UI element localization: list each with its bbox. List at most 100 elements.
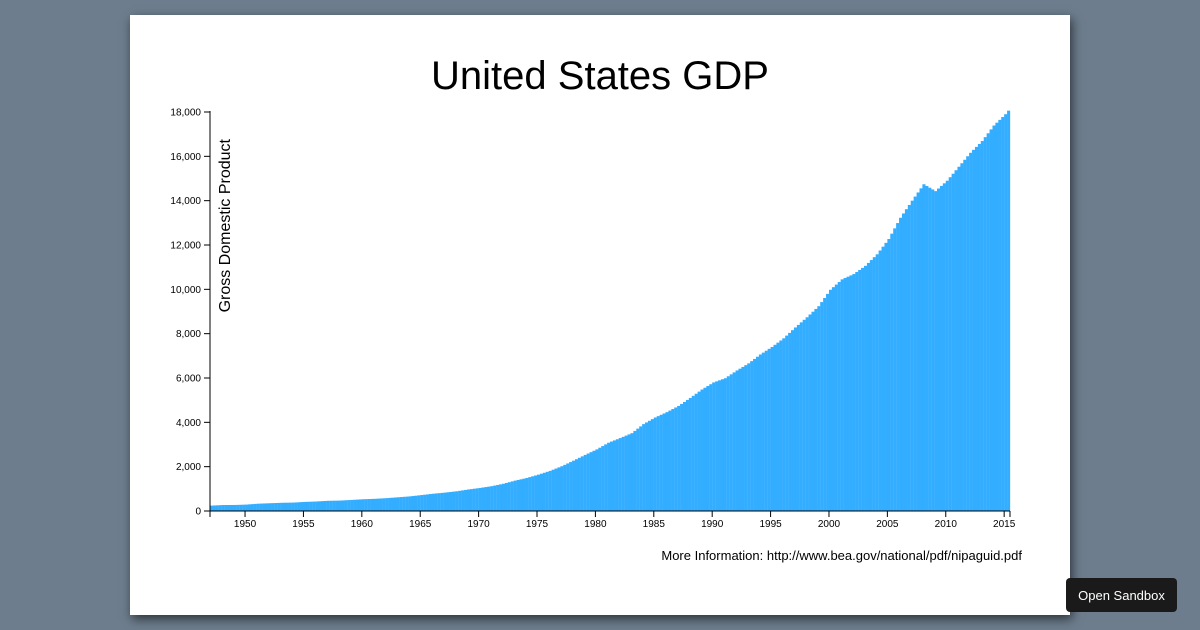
gdp-chart: 0 2,000 4,000 6,000 8,000 10,000 12,000 14,000 1… <box>170 108 1016 531</box>
bar <box>332 500 336 511</box>
bar <box>630 433 634 511</box>
bar <box>601 446 605 511</box>
bar <box>922 184 926 511</box>
bar <box>604 444 608 511</box>
bar <box>265 503 269 511</box>
bar <box>685 399 689 511</box>
bar <box>624 435 628 511</box>
bar <box>385 498 389 511</box>
bar <box>449 491 453 511</box>
bar <box>823 297 827 511</box>
bar <box>890 233 894 511</box>
bar <box>849 275 853 511</box>
bar <box>928 187 932 511</box>
open-sandbox-button[interactable]: Open Sandbox <box>1066 578 1177 612</box>
bar <box>919 188 923 512</box>
bar <box>729 374 733 511</box>
bar <box>548 470 552 511</box>
bar <box>458 490 462 511</box>
bar <box>294 502 298 511</box>
bar <box>446 492 450 511</box>
bar <box>931 189 935 512</box>
y-tick-label: 0 <box>195 507 201 518</box>
x-tick-label: 2010 <box>935 519 958 530</box>
bar <box>233 504 237 511</box>
bar <box>580 456 584 511</box>
bar <box>303 501 307 511</box>
bar <box>478 487 482 511</box>
bar <box>574 459 579 511</box>
bar <box>572 460 576 511</box>
bar <box>907 204 911 511</box>
bar <box>612 440 616 511</box>
bar <box>312 501 316 511</box>
bar <box>1007 110 1011 512</box>
bar <box>472 488 476 511</box>
bar <box>1004 114 1008 511</box>
bar <box>239 504 243 511</box>
bar <box>271 503 275 511</box>
bar <box>764 350 768 511</box>
bar <box>621 436 625 511</box>
bar <box>875 254 879 511</box>
bar <box>750 361 754 511</box>
bar <box>519 479 523 511</box>
bar <box>364 499 368 511</box>
bar <box>755 356 760 511</box>
bar <box>983 137 987 511</box>
bar <box>414 495 418 511</box>
bar <box>504 482 508 511</box>
bar <box>481 487 485 511</box>
bar <box>426 494 430 512</box>
x-tick-label: 1965 <box>409 519 432 530</box>
bar <box>282 502 287 511</box>
bar <box>700 389 704 511</box>
bar <box>329 500 333 511</box>
bar <box>469 489 473 511</box>
bar <box>268 503 272 511</box>
bar <box>633 430 637 511</box>
y-tick-label: 14,000 <box>170 196 201 207</box>
bar <box>382 498 386 511</box>
bar <box>280 502 284 511</box>
more-information-text: More Information: http://www.bea.gov/nat… <box>661 548 1022 563</box>
bar <box>615 439 619 511</box>
bar <box>405 496 409 511</box>
bar <box>834 284 838 511</box>
bar <box>782 338 786 511</box>
bar <box>490 486 494 511</box>
bar <box>361 499 365 511</box>
bar <box>554 468 558 511</box>
y-tick-label: 18,000 <box>170 108 201 119</box>
bar <box>896 223 900 511</box>
bar <box>566 463 570 511</box>
bar <box>513 480 517 511</box>
bar <box>656 416 660 511</box>
bar <box>642 424 646 511</box>
bar <box>732 372 736 511</box>
bar <box>370 498 374 511</box>
bar <box>569 462 573 511</box>
bar <box>259 503 263 511</box>
bar <box>376 498 380 511</box>
bar <box>537 474 541 511</box>
bar <box>799 322 803 511</box>
x-tick-label: 1955 <box>292 519 315 530</box>
bar <box>285 502 289 511</box>
bar <box>464 489 468 511</box>
bar <box>461 490 465 511</box>
y-axis-title: Gross Domestic Product <box>217 138 234 312</box>
bar <box>627 434 631 511</box>
bar <box>423 494 427 511</box>
x-tick-label: 1950 <box>234 519 257 530</box>
x-tick-label: 2015 <box>993 519 1016 530</box>
bar <box>802 319 806 511</box>
bar <box>645 422 649 511</box>
bar <box>309 501 313 511</box>
bar <box>443 492 447 511</box>
bar <box>379 498 383 511</box>
bar <box>484 487 488 511</box>
bar <box>288 502 292 511</box>
bar <box>291 502 295 511</box>
x-tick-label: 2005 <box>876 519 899 530</box>
